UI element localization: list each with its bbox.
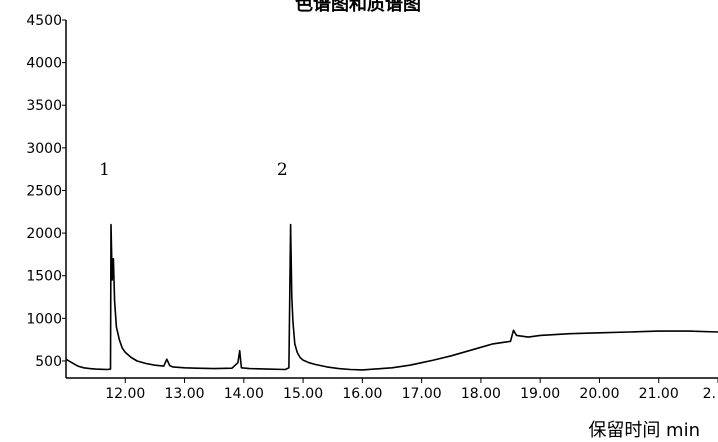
x-tick-label: 20.00: [579, 386, 619, 402]
axes: [65, 20, 718, 379]
x-tick-label: 21.00: [639, 386, 679, 402]
x-tick-label: 13.00: [164, 386, 204, 402]
peak-label-1: 1: [99, 160, 110, 180]
x-tick-label: 19.00: [520, 386, 560, 402]
x-axis-ticks: 12.00 13.00 14.00 15.00 16.00 17.00 18.00 19.00…: [105, 378, 718, 402]
x-tick-label: 18.00: [461, 386, 501, 402]
series-line-0: [65, 223, 718, 371]
y-axis-ticks: 500 1000 1500 2000 2500 3000 3500 4000 4500: [26, 13, 66, 370]
y-tick-label: 3000: [26, 141, 62, 157]
peak-label-2: 2: [277, 160, 288, 180]
x-tick-label: 2.: [703, 386, 716, 402]
x-tick-label: 12.00: [105, 386, 145, 402]
series-layer: [65, 223, 718, 371]
y-tick-label: 3500: [26, 98, 62, 114]
chart-title: 色谱图和质谱图: [295, 0, 421, 15]
x-tick-label: 14.00: [224, 386, 264, 402]
x-tick-label: 15.00: [283, 386, 323, 402]
y-tick-label: 2000: [26, 226, 62, 242]
y-tick-label: 1500: [26, 269, 62, 285]
x-axis-label: 保留时间 min: [588, 420, 700, 441]
x-tick-label: 16.00: [342, 386, 382, 402]
y-tick-label: 2500: [26, 183, 62, 199]
y-tick-label: 4500: [26, 13, 62, 29]
y-tick-label: 4000: [26, 56, 62, 72]
y-tick-label: 500: [35, 354, 62, 370]
x-tick-label: 17.00: [402, 386, 442, 402]
y-tick-label: 1000: [26, 311, 62, 327]
